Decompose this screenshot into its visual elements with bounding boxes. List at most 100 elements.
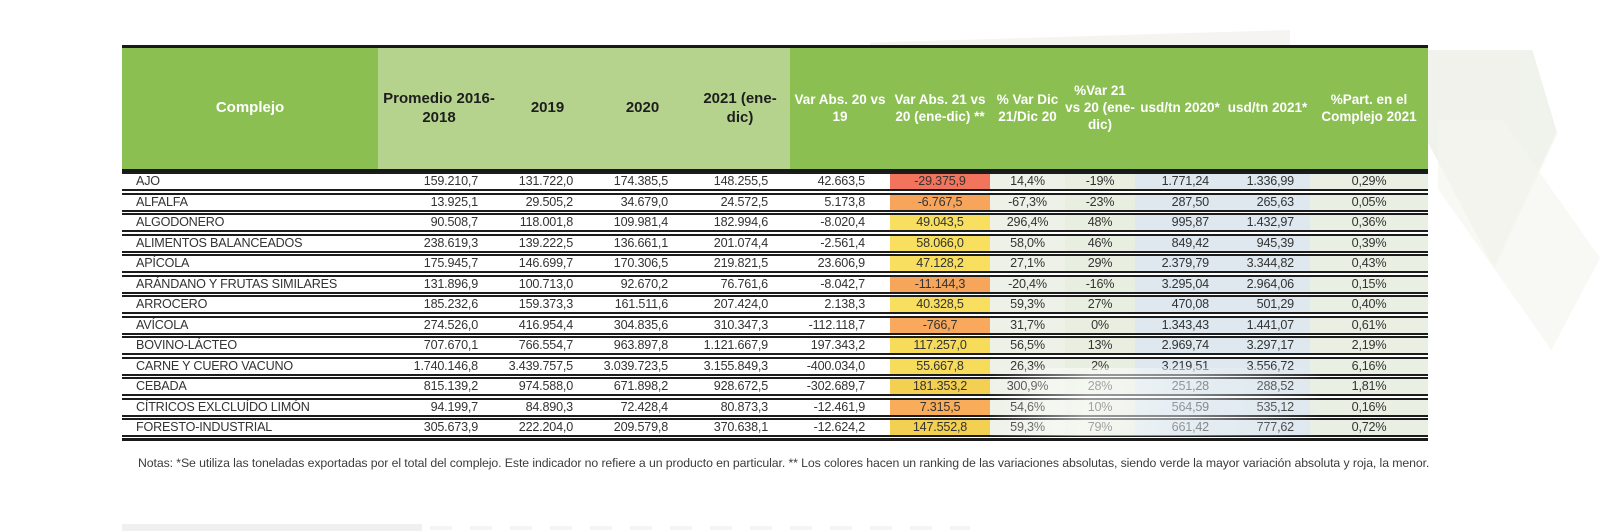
cell-2020: 304.835,6	[613, 317, 668, 332]
cell-2020: 72.428,4	[620, 399, 669, 414]
cell-2020: 109.981,4	[613, 215, 668, 229]
cell-complejo: AJO	[136, 174, 160, 188]
cell-var-abs-21-20: 47.128,2	[890, 256, 990, 271]
cell-pct-part: 0,43%	[1310, 256, 1428, 271]
cell-promedio: 1.740.146,8	[413, 358, 479, 373]
cell-2021: 182.994,6	[713, 215, 768, 229]
cell-complejo: ALFALFA	[136, 194, 188, 209]
cell-complejo: ALIMENTOS BALANCEADOS	[136, 235, 303, 250]
cell-promedio: 13.925,1	[430, 194, 479, 209]
table-row: ALGODONERO 90.508,7 118.001,8 109.981,4 …	[122, 213, 1428, 232]
cell-2019: 131.722,0	[518, 174, 573, 188]
cell-var-abs-21-20: -766,7	[890, 317, 990, 333]
cell-usd-tn-2021: 2.964,06	[1225, 276, 1310, 292]
cell-pct-part: 0,36%	[1310, 215, 1428, 230]
cell-promedio: 274.526,0	[423, 317, 478, 332]
cell-var-abs-20-19: 5.173,8	[824, 194, 865, 209]
table-row: CEBADA 815.139,2 974.588,0 671.898,2 928…	[122, 377, 1428, 396]
cell-pct-var-dic: -20,4%	[990, 276, 1065, 292]
table-row: ALIMENTOS BALANCEADOS 238.619,3 139.222,…	[122, 233, 1428, 253]
cell-usd-tn-2020: 564,59	[1135, 399, 1225, 415]
cell-2021: 80.873,3	[720, 399, 769, 414]
cell-pct-var-21-20: 28%	[1065, 379, 1135, 394]
table-bottom-border	[122, 437, 1428, 441]
cell-pct-var-dic: 300,9%	[990, 379, 1065, 394]
cell-complejo: ARÁNDANO Y FRUTAS SIMILARES	[136, 276, 338, 291]
cell-var-abs-21-20: 181.353,2	[890, 379, 990, 394]
cell-2020: 671.898,2	[613, 379, 668, 393]
cell-2021: 1.121.667,9	[703, 338, 769, 352]
cell-2020: 34.679,0	[620, 194, 669, 209]
bottom-grey-dashes	[430, 526, 970, 530]
cell-pct-var-21-20: 13%	[1065, 338, 1135, 353]
cell-2019: 222.204,0	[518, 420, 573, 434]
cell-var-abs-21-20: 55.667,8	[890, 358, 990, 374]
cell-2019: 139.222,5	[518, 235, 573, 250]
cell-usd-tn-2020: 849,42	[1135, 235, 1225, 251]
cell-pct-var-dic: 54,6%	[990, 399, 1065, 415]
table-row: AVÍCOLA 274.526,0 416.954,4 304.835,6 31…	[122, 315, 1428, 335]
cell-pct-part: 0,40%	[1310, 297, 1428, 312]
table-row: ARROCERO 185.232,6 159.373,3 161.511,6 2…	[122, 295, 1428, 314]
cell-2019: 3.439.757,5	[508, 358, 574, 373]
cell-2021: 207.424,0	[713, 297, 768, 311]
cell-pct-part: 0,61%	[1310, 317, 1428, 333]
col-header-var-abs-21-20: Var Abs. 21 vs 20 (ene-dic) **	[890, 48, 990, 169]
table-row: ALFALFA 13.925,1 29.505,2 34.679,0 24.57…	[122, 192, 1428, 212]
cell-pct-var-21-20: -19%	[1065, 174, 1135, 189]
cell-usd-tn-2020: 251,28	[1135, 379, 1225, 394]
cell-2021: 24.572,5	[720, 194, 769, 209]
cell-2020: 136.661,1	[613, 235, 668, 250]
cell-2021: 201.074,4	[713, 235, 768, 250]
cell-usd-tn-2021: 1.432,97	[1225, 215, 1310, 230]
cell-usd-tn-2021: 3.297,17	[1225, 338, 1310, 353]
cell-2019: 84.890,3	[525, 399, 574, 414]
table-row: CARNE Y CUERO VACUNO 1.740.146,8 3.439.7…	[122, 356, 1428, 376]
table-row: ARÁNDANO Y FRUTAS SIMILARES 131.896,9 10…	[122, 274, 1428, 294]
watermark-chevron-right-inner	[1438, 120, 1600, 350]
cell-pct-var-dic: 296,4%	[990, 215, 1065, 230]
cell-usd-tn-2020: 470,08	[1135, 297, 1225, 312]
cell-pct-var-21-20: 79%	[1065, 420, 1135, 435]
table-notes: Notas: *Se utiliza las toneladas exporta…	[138, 456, 1430, 470]
col-header-usd-tn-2021: usd/tn 2021*	[1225, 48, 1310, 169]
cell-usd-tn-2020: 287,50	[1135, 194, 1225, 210]
cell-pct-var-21-20: 10%	[1065, 399, 1135, 415]
col-header-pct-var-21-20: %Var 21 vs 20 (ene-dic)	[1065, 48, 1135, 169]
cell-var-abs-20-19: -8.020,4	[820, 215, 865, 229]
cell-pct-part: 2,19%	[1310, 338, 1428, 353]
cell-var-abs-21-20: 117.257,0	[890, 338, 990, 353]
cell-promedio: 94.199,7	[430, 399, 479, 414]
cell-pct-var-21-20: -16%	[1065, 276, 1135, 292]
col-header-var-abs-20-19: Var Abs. 20 vs 19	[790, 48, 890, 169]
cell-complejo: CARNE Y CUERO VACUNO	[136, 358, 293, 373]
cell-complejo: FORESTO-INDUSTRIAL	[136, 420, 273, 434]
cell-var-abs-21-20: -29.375,9	[890, 174, 990, 189]
cell-pct-var-dic: 56,5%	[990, 338, 1065, 353]
cell-pct-part: 0,39%	[1310, 235, 1428, 251]
export-complex-table: Complejo Promedio 2016-2018 2019 2020 20…	[122, 45, 1428, 441]
col-header-pct-var-dic: % Var Dic 21/Dic 20	[990, 48, 1065, 169]
cell-var-abs-20-19: -400.034,0	[806, 358, 865, 373]
cell-promedio: 238.619,3	[423, 235, 478, 250]
col-header-complejo: Complejo	[122, 48, 378, 169]
cell-pct-var-dic: 58,0%	[990, 235, 1065, 251]
cell-usd-tn-2020: 1.771,24	[1135, 174, 1225, 189]
cell-var-abs-20-19: -12.624,2	[813, 420, 866, 434]
cell-var-abs-20-19: 197.343,2	[810, 338, 865, 352]
cell-usd-tn-2020: 2.969,74	[1135, 338, 1225, 353]
cell-2019: 100.713,0	[518, 276, 573, 291]
cell-2019: 29.505,2	[525, 194, 574, 209]
cell-2019: 974.588,0	[518, 379, 573, 393]
cell-promedio: 305.673,9	[423, 420, 478, 434]
cell-usd-tn-2020: 995,87	[1135, 215, 1225, 230]
cell-promedio: 815.139,2	[423, 379, 478, 393]
cell-var-abs-20-19: 2.138,3	[824, 297, 865, 311]
col-header-pct-part: %Part. en el Complejo 2021	[1310, 48, 1428, 169]
header-bottom-border	[122, 169, 1428, 172]
cell-usd-tn-2021: 1.336,99	[1225, 174, 1310, 189]
cell-2019: 416.954,4	[518, 317, 573, 332]
table-row: FORESTO-INDUSTRIAL 305.673,9 222.204,0 2…	[122, 418, 1428, 437]
col-header-usd-tn-2020: usd/tn 2020*	[1135, 48, 1225, 169]
cell-2021: 219.821,5	[713, 256, 768, 270]
